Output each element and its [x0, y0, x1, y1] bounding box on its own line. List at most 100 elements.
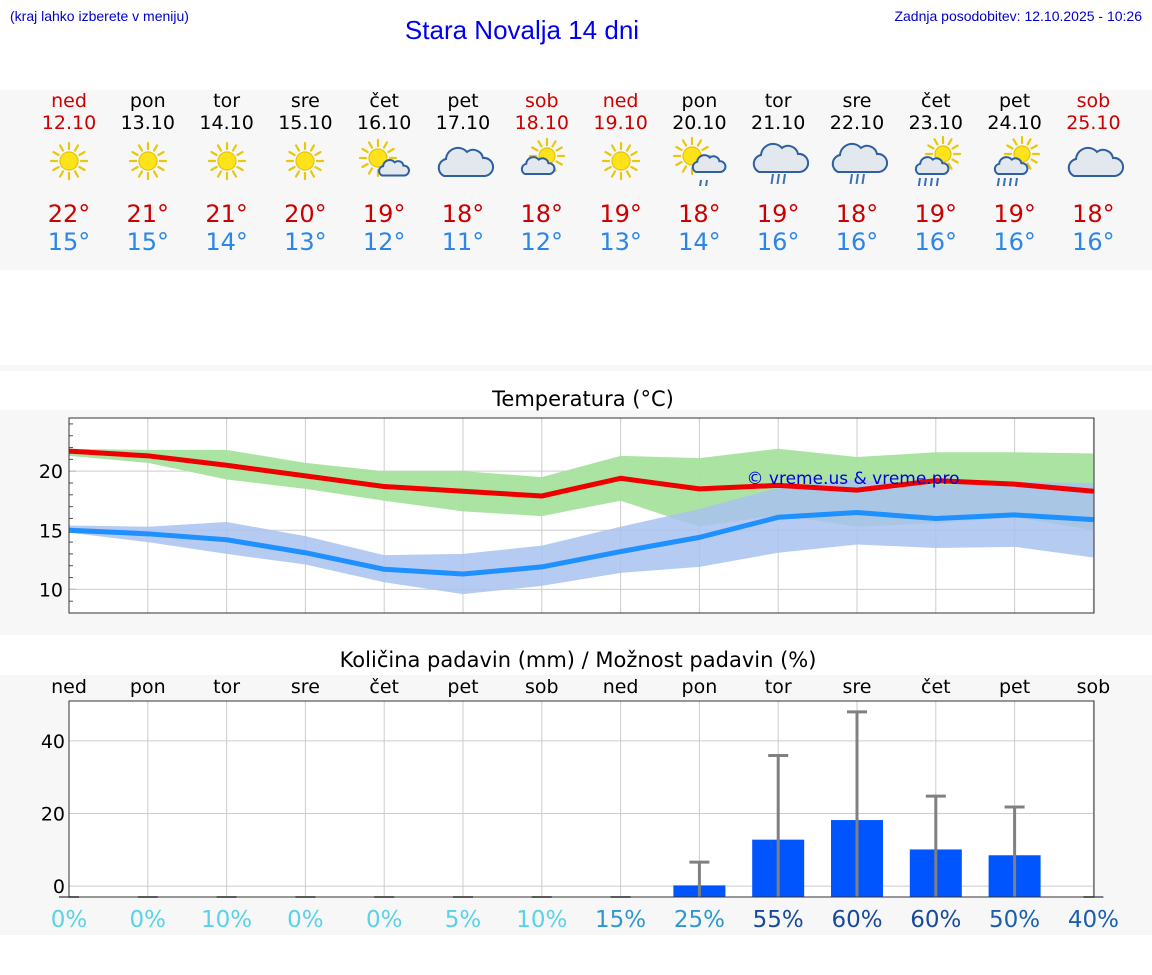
cloud-rain-icon — [831, 142, 888, 185]
sun-cloud-heavy-rain-icon — [993, 135, 1040, 189]
forecast-day: sre 15.10 20° 13° — [266, 90, 344, 256]
precipitation-chance-label: 10% — [201, 907, 252, 933]
sun-small-cloud-icon — [359, 138, 411, 178]
precipitation-chance-label: 0% — [366, 907, 403, 933]
max-temperature: 19° — [362, 200, 406, 228]
day-date: 23.10 — [908, 112, 963, 134]
max-temperature: 18° — [835, 200, 879, 228]
separator — [0, 365, 1152, 371]
sun-icon — [207, 141, 246, 181]
min-temperature: 15° — [47, 228, 91, 256]
last-update-label: Zadnja posodobitev: 12.10.2025 - 10:26 — [894, 8, 1142, 24]
forecast-day: ned 19.10 19° 13° — [582, 90, 660, 256]
min-temperature: 16° — [914, 228, 958, 256]
precipitation-plot-frame — [68, 700, 1095, 898]
day-name: sob — [1076, 90, 1111, 112]
day-date: 25.10 — [1066, 112, 1121, 134]
day-date: 13.10 — [120, 112, 175, 134]
day-name: tor — [764, 90, 792, 112]
forecast-day: pet 17.10 18° 11° — [424, 90, 502, 256]
max-temperature: 18° — [1072, 200, 1115, 228]
day-name: ned — [602, 90, 639, 112]
forecast-day: pon 13.10 21° 15° — [109, 90, 187, 256]
day-name: sob — [525, 90, 559, 112]
page-title: Stara Novalja 14 dni — [404, 15, 640, 45]
x-tick-label: pet — [447, 676, 478, 698]
x-tick-label: čet — [369, 676, 399, 698]
max-temperature: 19° — [993, 200, 1036, 228]
precipitation-chance-label: 60% — [910, 907, 961, 933]
x-tick-label: čet — [921, 676, 951, 698]
max-temperature: 18° — [678, 200, 721, 228]
y-tick-label: 20 — [39, 461, 63, 483]
day-date: 24.10 — [987, 112, 1042, 134]
day-name: tor — [213, 90, 241, 112]
max-temperature: 22° — [47, 200, 91, 228]
sun-icon — [601, 141, 640, 181]
max-temperature: 18° — [520, 200, 564, 228]
forecast-day: pet 24.10 19° 16° — [976, 90, 1054, 256]
precipitation-chance-label: 5% — [445, 907, 482, 933]
day-date: 16.10 — [356, 112, 412, 134]
y-tick-label: 15 — [39, 520, 63, 542]
precipitation-chance-label: 60% — [831, 907, 882, 933]
day-name: sre — [842, 90, 872, 112]
precipitation-chance-label: 0% — [130, 907, 167, 933]
min-temperature: 14° — [678, 228, 721, 256]
day-date: 22.10 — [829, 112, 885, 134]
x-tick-label: pet — [999, 676, 1030, 698]
location-hint: (kraj lahko izberete v meniju) — [10, 8, 189, 24]
x-tick-label: ned — [603, 676, 639, 698]
forecast-strip — [0, 90, 1152, 270]
x-tick-label: tor — [213, 676, 240, 698]
cloud-rain-icon — [753, 142, 810, 185]
day-name: ned — [51, 90, 87, 112]
forecast-day: ned 12.10 22° 15° — [30, 90, 108, 256]
day-name: pon — [681, 90, 718, 112]
x-tick-label: sre — [291, 676, 320, 698]
day-date: 18.10 — [514, 112, 569, 134]
min-temperature: 16° — [993, 228, 1036, 256]
precipitation-chance-label: 40% — [1068, 907, 1119, 933]
max-temperature: 19° — [914, 200, 958, 228]
y-tick-label: 40 — [41, 731, 65, 753]
day-date: 19.10 — [593, 112, 648, 134]
x-tick-label: sob — [1077, 676, 1111, 698]
max-temperature: 20° — [284, 200, 327, 228]
x-tick-label: tor — [765, 676, 792, 698]
day-name: čet — [369, 90, 399, 112]
min-temperature-line — [68, 510, 1094, 577]
day-date: 21.10 — [750, 112, 806, 134]
day-name: pon — [129, 90, 166, 112]
min-temperature: 12° — [362, 228, 406, 256]
max-temperature: 21° — [126, 200, 170, 228]
day-name: sre — [290, 90, 320, 112]
sun-icon — [128, 141, 167, 181]
y-tick-label: 20 — [41, 804, 65, 826]
forecast-day: čet 23.10 19° 16° — [897, 90, 975, 256]
min-temperature: 16° — [1072, 228, 1115, 256]
precipitation-chance-label: 55% — [753, 907, 804, 933]
min-temperature: 11° — [441, 228, 485, 256]
forecast-day: sob 18.10 18° 12° — [503, 90, 581, 256]
precipitation-chance-label: 50% — [989, 907, 1040, 933]
min-temperature: 16° — [835, 228, 879, 256]
day-date: 12.10 — [41, 112, 97, 134]
day-date: 20.10 — [672, 112, 727, 134]
min-temperature: 14° — [205, 228, 248, 256]
x-tick-label: ned — [51, 676, 87, 698]
cloud-icon — [1068, 146, 1125, 177]
forecast-day: sob 25.10 18° 16° — [1054, 90, 1132, 256]
forecast-day: čet 16.10 19° 12° — [345, 90, 423, 256]
precipitation-chance-label: 0% — [287, 907, 324, 933]
x-tick-label: pon — [682, 676, 718, 698]
x-tick-label: sre — [843, 676, 872, 698]
forecast-day: tor 21.10 19° 16° — [739, 90, 817, 256]
min-temperature: 13° — [599, 228, 642, 256]
y-tick-label: 10 — [39, 579, 63, 601]
forecast-day: sre 22.10 18° 16° — [818, 90, 896, 256]
day-date: 17.10 — [435, 112, 491, 134]
sun-cloud-rain-icon — [673, 136, 727, 191]
day-date: 14.10 — [199, 112, 254, 134]
